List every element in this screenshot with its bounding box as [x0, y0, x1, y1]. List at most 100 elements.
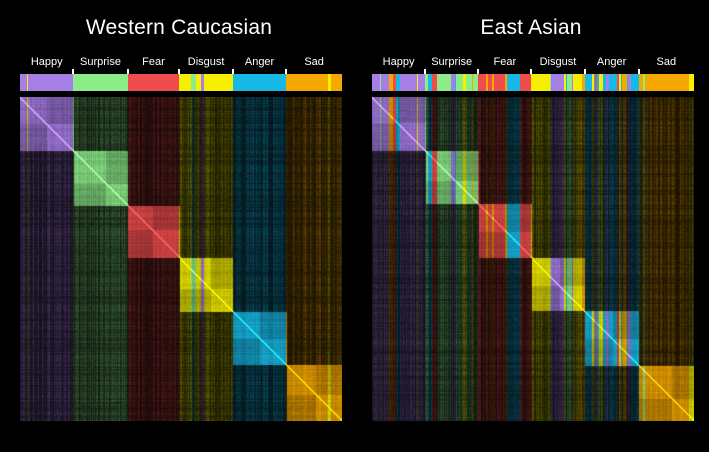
color-bar-segment	[259, 74, 261, 91]
color-bar-segment	[150, 74, 152, 91]
color-bar-segment	[49, 74, 51, 91]
color-bar-segment	[389, 74, 391, 91]
color-bar-segment	[614, 74, 616, 91]
color-bar-segment	[245, 74, 247, 91]
color-bar-segment	[99, 74, 101, 91]
color-bar-segment	[264, 74, 266, 91]
color-bar-segment	[438, 74, 440, 91]
color-bar-segment	[691, 74, 693, 91]
color-bar-segment	[54, 74, 56, 91]
color-bar-segment	[413, 74, 415, 91]
color-bar-segment	[537, 74, 539, 91]
color-bar-segment	[497, 74, 499, 91]
color-bar-segment	[657, 74, 659, 91]
color-bar-segment	[554, 74, 556, 91]
color-bar-segment	[602, 74, 604, 91]
color-bar-segment	[248, 74, 250, 91]
color-bar-segment	[309, 74, 311, 91]
color-bar-segment	[107, 74, 109, 91]
color-bar-segment	[200, 74, 202, 91]
color-bar-segment	[210, 74, 212, 91]
color-bar-segment	[442, 74, 444, 91]
color-bar-segment	[196, 74, 198, 91]
color-bar-segment	[287, 74, 289, 91]
color-bar-segment	[283, 74, 285, 91]
color-bar-segment	[257, 74, 259, 91]
color-bar-segment	[207, 74, 209, 91]
color-bar-segment	[578, 74, 580, 91]
color-bar-segment	[570, 74, 572, 91]
color-bar-segment	[603, 74, 605, 91]
color-bar-segment	[116, 74, 118, 91]
color-bar-segment	[388, 74, 390, 91]
color-bar-segment	[27, 74, 29, 91]
category-label-happy: Happy	[30, 56, 63, 68]
color-bar-segment	[449, 74, 451, 91]
color-bar-segment	[83, 74, 85, 91]
color-bar-segment	[507, 74, 509, 91]
color-bar-segment	[233, 74, 235, 91]
color-bar-segment	[583, 74, 585, 91]
color-bar-segment	[445, 74, 447, 91]
panel-western-caucasian: Western Caucasian Happy Surprise Fear Disgu…	[14, 0, 344, 440]
color-bar-segment	[501, 74, 503, 91]
color-bar-segment	[566, 74, 568, 91]
category-labels: Happy Surprise Fear Disgust Anger Sad	[372, 56, 694, 78]
color-bar-segment	[109, 74, 111, 91]
color-bar-segment	[591, 74, 593, 91]
color-bar-segment	[318, 74, 320, 91]
color-bar-segment	[240, 74, 242, 91]
color-bar-segment	[633, 74, 635, 91]
color-bar-segment	[446, 74, 448, 91]
color-bar-segment	[262, 74, 264, 91]
color-bar-segment	[76, 74, 78, 91]
color-bar-segment	[403, 74, 405, 91]
color-bar-segment	[412, 74, 414, 91]
color-bar-segment	[291, 74, 293, 91]
color-bar-segment	[84, 74, 86, 91]
category-label-sad: Sad	[304, 56, 324, 68]
color-bar-segment	[235, 74, 237, 91]
color-bar-segment	[195, 74, 197, 91]
color-bar-segment	[468, 74, 470, 91]
panel-title: Western Caucasian	[85, 16, 273, 39]
color-bar-segment	[64, 74, 66, 91]
color-bar-segment	[335, 74, 337, 91]
color-bar-segment	[255, 74, 257, 91]
color-bar-segment	[303, 74, 305, 91]
color-bar-segment	[432, 74, 434, 91]
color-bar-segment	[182, 74, 184, 91]
color-bar-segment	[35, 74, 37, 91]
color-bar-segment	[183, 74, 185, 91]
color-bar-segment	[375, 74, 377, 91]
color-bar-segment	[421, 74, 423, 91]
color-bar-segment	[571, 74, 573, 91]
color-bar-segment	[172, 74, 174, 91]
color-bar-segment	[597, 74, 599, 91]
color-bar-segment	[447, 74, 449, 91]
color-bar-segment	[47, 74, 49, 91]
panel-east-asian: East Asian Happy Surprise Fear Disgust Anger…	[366, 0, 696, 440]
color-bar-segment	[333, 74, 335, 91]
color-bar-segment	[460, 74, 462, 91]
color-bar-segment	[341, 74, 342, 91]
color-bar-segment	[495, 74, 497, 91]
color-bar-segment	[475, 74, 477, 91]
group-boundary-tick	[126, 69, 129, 78]
color-bar-segment	[418, 74, 420, 91]
color-bar-segment	[545, 74, 547, 91]
color-bar-segment	[606, 74, 608, 91]
color-bar-segment	[241, 74, 243, 91]
color-bar-segment	[141, 74, 143, 91]
color-bar-segment	[391, 74, 393, 91]
color-bar-segment	[23, 74, 25, 91]
color-bar-segment	[128, 74, 130, 91]
color-bar-segment	[462, 74, 464, 91]
color-bar-segment	[146, 74, 148, 91]
color-bar-segment	[321, 74, 323, 91]
color-bar-segment	[86, 74, 88, 91]
color-bar-segment	[246, 74, 248, 91]
color-bar-segment	[191, 74, 193, 91]
color-bar-segment	[539, 74, 541, 91]
